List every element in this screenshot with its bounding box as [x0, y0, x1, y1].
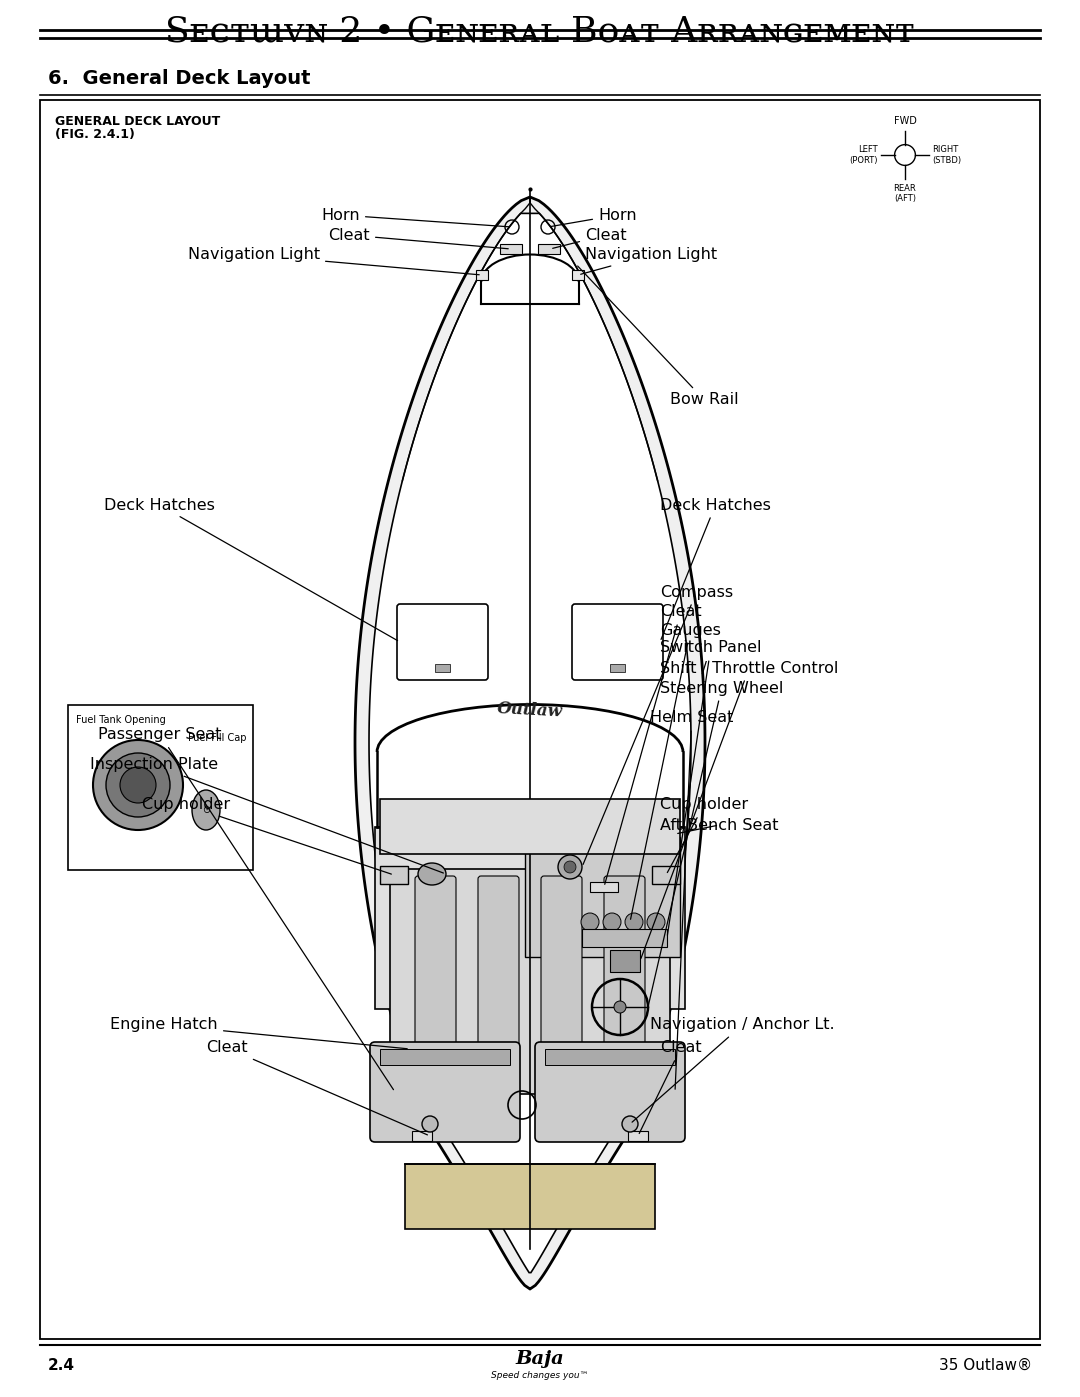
Circle shape: [564, 861, 576, 873]
Text: Deck Hatches: Deck Hatches: [104, 497, 397, 641]
FancyBboxPatch shape: [572, 604, 663, 680]
Bar: [500, 244, 522, 254]
Bar: [405, 1164, 654, 1229]
Circle shape: [622, 1116, 638, 1132]
Text: RIGHT
(STBD): RIGHT (STBD): [932, 145, 961, 165]
Text: Horn: Horn: [551, 208, 636, 226]
Bar: [538, 244, 561, 254]
Bar: [476, 270, 488, 279]
Text: ⊙: ⊙: [202, 805, 211, 814]
Bar: [411, 1132, 432, 1141]
Circle shape: [603, 914, 621, 930]
Text: Passenger Seat: Passenger Seat: [98, 728, 393, 1090]
Ellipse shape: [418, 863, 446, 886]
Text: Cup holder: Cup holder: [660, 798, 748, 873]
Text: Switch Panel: Switch Panel: [660, 640, 761, 935]
FancyBboxPatch shape: [604, 876, 645, 1083]
Bar: [68, 705, 253, 870]
Text: Gauges: Gauges: [631, 623, 720, 919]
Bar: [627, 1132, 648, 1141]
Text: Steering Wheel: Steering Wheel: [649, 680, 783, 1004]
Bar: [380, 1049, 510, 1065]
Circle shape: [120, 767, 156, 803]
Polygon shape: [369, 214, 691, 1273]
FancyBboxPatch shape: [415, 876, 456, 1083]
Text: Fuel Fill Cap: Fuel Fill Cap: [188, 733, 246, 743]
Bar: [375, 827, 685, 1009]
Bar: [572, 270, 584, 279]
Bar: [380, 799, 680, 854]
Text: Compass: Compass: [583, 584, 733, 865]
Text: Cleat: Cleat: [328, 228, 509, 249]
Polygon shape: [355, 197, 705, 1289]
Ellipse shape: [192, 789, 220, 830]
Bar: [40, 101, 1040, 1338]
Bar: [652, 866, 680, 884]
Text: FWD: FWD: [893, 116, 917, 126]
Text: Sᴇᴄᴛɯᴠɴ 2 • Gᴇɴᴇʀᴀʟ Bᴏᴀᴛ Aʀʀᴀɴɢᴇᴍᴇɴᴛ: Sᴇᴄᴛɯᴠɴ 2 • Gᴇɴᴇʀᴀʟ Bᴏᴀᴛ Aʀʀᴀɴɢᴇᴍᴇɴᴛ: [165, 15, 915, 49]
Circle shape: [615, 1002, 626, 1013]
Text: 6.  General Deck Layout: 6. General Deck Layout: [48, 68, 311, 88]
Text: Navigation / Anchor Lt.: Navigation / Anchor Lt.: [632, 1017, 835, 1122]
Bar: [590, 882, 618, 893]
Text: Cleat: Cleat: [605, 605, 702, 884]
Text: Fuel Tank Opening: Fuel Tank Opening: [76, 715, 165, 725]
Text: Helm Seat: Helm Seat: [650, 711, 733, 1090]
Bar: [610, 664, 625, 672]
Text: Deck Hatches: Deck Hatches: [660, 497, 771, 640]
Bar: [390, 869, 670, 1094]
Text: Cup holder: Cup holder: [141, 798, 391, 875]
Bar: [582, 929, 667, 947]
Text: Horn: Horn: [322, 208, 510, 226]
Circle shape: [625, 914, 643, 930]
Text: Speed changes you™: Speed changes you™: [491, 1370, 589, 1379]
Bar: [610, 950, 640, 972]
Text: Engine Hatch: Engine Hatch: [110, 1017, 407, 1049]
FancyBboxPatch shape: [535, 1042, 685, 1141]
Text: Cleat: Cleat: [639, 1041, 702, 1133]
Circle shape: [422, 1116, 438, 1132]
Text: Inspection Plate: Inspection Plate: [90, 757, 444, 873]
Circle shape: [581, 914, 599, 930]
Text: (FIG. 2.4.1): (FIG. 2.4.1): [55, 129, 135, 141]
Text: 2.4: 2.4: [48, 1358, 75, 1372]
Text: Cleat: Cleat: [206, 1041, 428, 1134]
FancyBboxPatch shape: [478, 876, 519, 1083]
Text: Bow Rail: Bow Rail: [578, 265, 739, 408]
FancyBboxPatch shape: [370, 1042, 519, 1141]
Text: Baja: Baja: [515, 1350, 565, 1368]
Text: Shift / Throttle Control: Shift / Throttle Control: [640, 661, 838, 958]
Text: Aft Bench Seat: Aft Bench Seat: [660, 817, 779, 834]
FancyBboxPatch shape: [541, 876, 582, 1083]
Bar: [545, 1049, 675, 1065]
Circle shape: [558, 855, 582, 879]
Bar: [380, 866, 408, 884]
Text: 35 Outlaw®: 35 Outlaw®: [939, 1358, 1032, 1372]
FancyBboxPatch shape: [397, 604, 488, 680]
Bar: [435, 664, 450, 672]
Text: LEFT
(PORT): LEFT (PORT): [849, 145, 878, 165]
Text: Cleat: Cleat: [553, 228, 626, 249]
Text: GENERAL DECK LAYOUT: GENERAL DECK LAYOUT: [55, 115, 220, 129]
Circle shape: [106, 753, 170, 817]
Text: Outlaw: Outlaw: [497, 700, 563, 721]
Text: Navigation Light: Navigation Light: [581, 247, 717, 274]
Circle shape: [647, 914, 665, 930]
Text: Navigation Light: Navigation Light: [188, 247, 480, 275]
Text: REAR
(AFT): REAR (AFT): [893, 184, 916, 203]
Circle shape: [93, 740, 183, 830]
Bar: [525, 837, 680, 957]
